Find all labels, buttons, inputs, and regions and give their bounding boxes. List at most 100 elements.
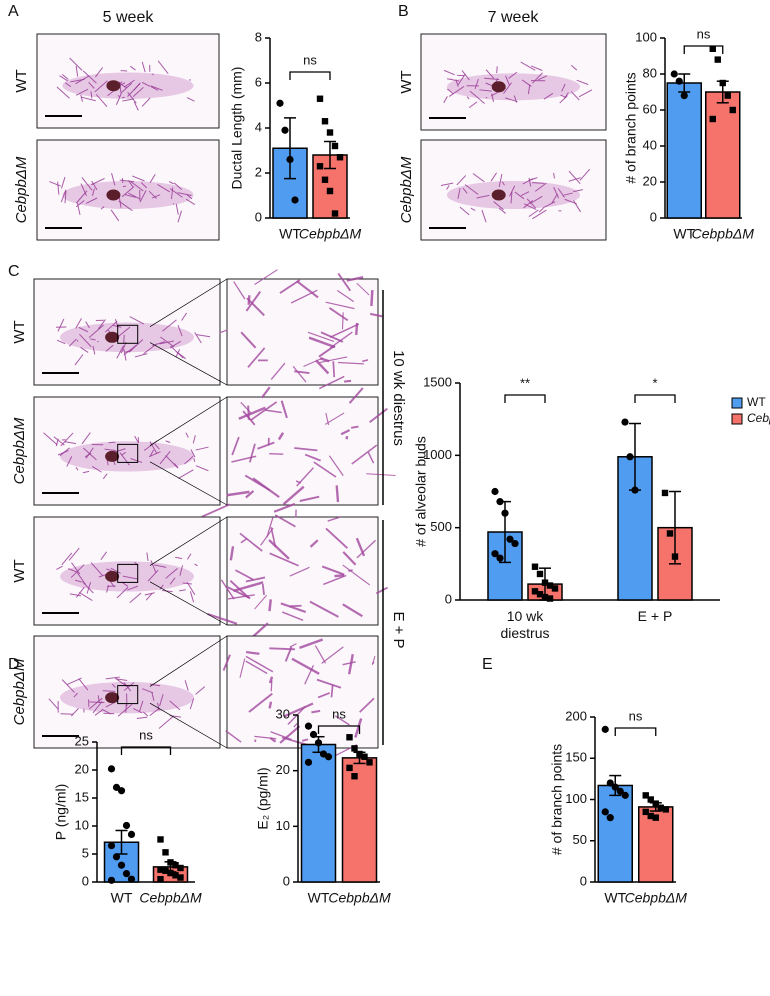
fat-pad bbox=[60, 322, 194, 353]
data-point bbox=[112, 853, 121, 861]
duct bbox=[90, 562, 103, 576]
duct bbox=[71, 562, 81, 575]
duct bbox=[80, 94, 83, 102]
duct bbox=[347, 654, 354, 675]
duct bbox=[526, 198, 537, 209]
image-label: CebpbΔM bbox=[11, 658, 28, 725]
duct bbox=[141, 61, 146, 73]
duct bbox=[160, 336, 175, 348]
duct bbox=[90, 91, 93, 99]
duct bbox=[165, 455, 179, 469]
duct bbox=[157, 183, 171, 193]
zoom-line bbox=[149, 396, 228, 446]
duct bbox=[196, 334, 211, 338]
significance-label: ns bbox=[332, 706, 346, 721]
duct bbox=[120, 82, 133, 94]
duct bbox=[112, 324, 122, 328]
data-point bbox=[107, 842, 116, 850]
duct bbox=[268, 701, 273, 709]
duct bbox=[88, 697, 103, 710]
duct bbox=[280, 400, 288, 419]
duct bbox=[134, 435, 139, 443]
duct bbox=[68, 547, 80, 561]
duct bbox=[254, 269, 278, 286]
duct bbox=[273, 502, 296, 513]
duct bbox=[149, 441, 158, 455]
data-point bbox=[662, 806, 669, 813]
duct bbox=[240, 331, 257, 349]
x-tick-label: CebpbΔM bbox=[299, 226, 362, 242]
duct bbox=[289, 604, 302, 608]
duct bbox=[367, 451, 375, 464]
significance-label: ** bbox=[520, 375, 530, 390]
duct bbox=[225, 730, 242, 743]
x-tick-label: E + P bbox=[637, 608, 673, 624]
duct bbox=[277, 432, 285, 441]
duct bbox=[508, 71, 518, 79]
duct bbox=[94, 80, 108, 93]
duct bbox=[56, 86, 70, 99]
duct bbox=[136, 716, 148, 719]
lymph-node bbox=[491, 81, 506, 93]
data-point bbox=[331, 142, 339, 150]
data-point bbox=[336, 154, 344, 161]
duct bbox=[158, 716, 174, 729]
data-point bbox=[122, 870, 131, 878]
duct bbox=[165, 568, 178, 579]
y-tick-label: 150 bbox=[565, 750, 587, 765]
data-point bbox=[324, 753, 333, 761]
micrograph-tree bbox=[440, 168, 591, 223]
duct bbox=[280, 602, 307, 614]
duct bbox=[245, 650, 260, 655]
duct bbox=[57, 181, 60, 195]
duct bbox=[189, 698, 195, 710]
duct bbox=[108, 441, 116, 444]
y-tick-label: 5 bbox=[82, 845, 89, 860]
duct bbox=[308, 336, 336, 349]
duct bbox=[123, 682, 135, 691]
duct bbox=[520, 61, 536, 71]
data-point bbox=[157, 836, 164, 843]
duct bbox=[501, 181, 505, 186]
y-axis-label: E₂ (pg/ml) bbox=[255, 767, 271, 829]
duct bbox=[82, 470, 90, 474]
data-point bbox=[316, 163, 324, 170]
duct bbox=[320, 331, 344, 343]
data-point bbox=[321, 118, 329, 125]
duct bbox=[80, 346, 89, 353]
duct bbox=[85, 197, 98, 204]
duct bbox=[313, 461, 337, 478]
duct bbox=[304, 453, 321, 462]
duct bbox=[329, 323, 360, 338]
duct bbox=[314, 645, 327, 664]
y-tick-label: 0 bbox=[445, 591, 452, 606]
duct bbox=[173, 182, 183, 190]
data-point bbox=[491, 487, 499, 496]
y-axis-label: Ductal Length (mm) bbox=[229, 67, 245, 190]
duct bbox=[245, 655, 274, 673]
duct bbox=[469, 90, 485, 104]
legend-swatch bbox=[731, 397, 743, 409]
duct bbox=[92, 700, 103, 714]
duct bbox=[149, 174, 156, 184]
duct bbox=[117, 326, 131, 338]
condition-label: E + P bbox=[390, 611, 407, 648]
duct bbox=[100, 206, 105, 210]
duct bbox=[231, 436, 240, 456]
duct bbox=[457, 73, 466, 86]
duct bbox=[321, 565, 345, 576]
duct bbox=[146, 552, 149, 561]
duct bbox=[234, 569, 254, 581]
duct bbox=[70, 78, 85, 83]
duct bbox=[48, 698, 59, 710]
duct bbox=[177, 325, 183, 337]
duct bbox=[142, 711, 149, 717]
duct bbox=[94, 709, 103, 716]
duct bbox=[370, 290, 374, 306]
image-label: CebpbΔM bbox=[13, 156, 30, 223]
duct bbox=[318, 375, 345, 390]
data-point bbox=[326, 187, 334, 195]
duct bbox=[257, 441, 275, 450]
duct bbox=[318, 344, 336, 358]
duct bbox=[184, 680, 189, 691]
